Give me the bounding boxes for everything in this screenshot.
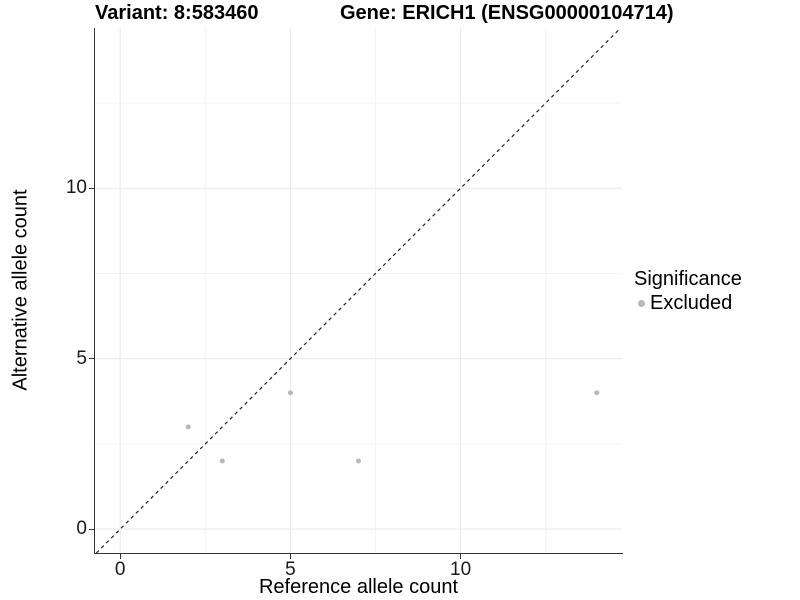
plot-panel [95, 27, 622, 554]
x-axis-line [94, 553, 623, 554]
plot-title-gene: Gene: ERICH1 (ENSG00000104714) [340, 2, 674, 24]
data-point [287, 390, 293, 396]
y-axis-tick [89, 528, 94, 530]
y-tick-label: 10 [65, 177, 87, 199]
x-axis-tick [460, 554, 462, 559]
y-tick-label: 5 [76, 347, 87, 369]
y-axis-tick [89, 187, 94, 189]
legend-title: Significance [634, 268, 742, 290]
y-axis-tick [89, 358, 94, 360]
legend-key-dot-icon [638, 300, 645, 307]
x-tick-label: 0 [114, 559, 126, 580]
x-axis-title: Reference allele count [258, 576, 458, 598]
x-tick-label: 5 [285, 559, 296, 580]
legend: Significance Excluded [634, 268, 742, 315]
data-point [219, 458, 225, 464]
data-point [356, 458, 361, 464]
data-point [185, 424, 191, 430]
plot-title-variant: Variant: 8:583460 [95, 2, 259, 24]
identity-line [95, 27, 622, 554]
x-axis-tick [119, 554, 121, 559]
legend-item: Excluded [634, 292, 742, 315]
legend-items: Excluded [634, 292, 742, 315]
x-axis-tick [289, 554, 291, 559]
legend-item-label: Excluded [650, 292, 733, 314]
y-axis-line [94, 28, 95, 554]
x-tick-label: 10 [450, 559, 472, 580]
y-tick-label: 0 [76, 518, 87, 540]
plot-area-svg [95, 27, 622, 554]
data-point [594, 390, 600, 396]
